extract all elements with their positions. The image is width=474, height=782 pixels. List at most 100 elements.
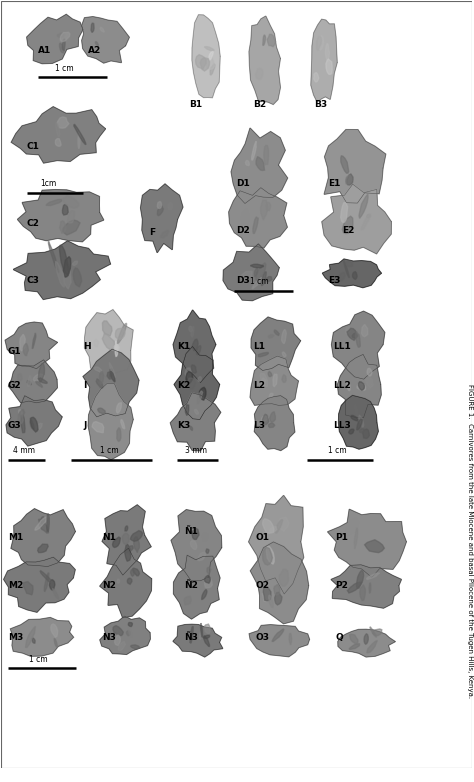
Text: 1 cm: 1 cm bbox=[29, 655, 48, 664]
Polygon shape bbox=[59, 245, 69, 276]
Polygon shape bbox=[124, 546, 133, 553]
Text: B1: B1 bbox=[189, 100, 202, 109]
Text: G1: G1 bbox=[8, 347, 21, 356]
Polygon shape bbox=[6, 396, 62, 446]
Polygon shape bbox=[73, 268, 82, 287]
Polygon shape bbox=[339, 272, 345, 281]
Polygon shape bbox=[250, 356, 298, 405]
Polygon shape bbox=[49, 579, 55, 590]
Polygon shape bbox=[356, 332, 360, 347]
Polygon shape bbox=[5, 322, 57, 368]
Polygon shape bbox=[349, 644, 360, 650]
Polygon shape bbox=[100, 548, 152, 618]
Polygon shape bbox=[173, 310, 216, 382]
Text: N3: N3 bbox=[102, 633, 116, 642]
Polygon shape bbox=[48, 241, 59, 272]
Polygon shape bbox=[185, 405, 189, 415]
Polygon shape bbox=[318, 36, 324, 50]
Polygon shape bbox=[332, 311, 385, 379]
Polygon shape bbox=[55, 261, 64, 287]
Polygon shape bbox=[100, 27, 104, 32]
Polygon shape bbox=[331, 565, 401, 608]
Polygon shape bbox=[202, 533, 208, 541]
Polygon shape bbox=[266, 277, 272, 282]
Text: L1: L1 bbox=[253, 343, 265, 351]
Polygon shape bbox=[268, 335, 274, 338]
Text: D2: D2 bbox=[237, 227, 250, 235]
Polygon shape bbox=[23, 343, 28, 356]
Polygon shape bbox=[352, 333, 358, 338]
Text: K3: K3 bbox=[177, 421, 191, 430]
Polygon shape bbox=[338, 630, 395, 657]
Text: Ñ2: Ñ2 bbox=[184, 581, 199, 590]
Polygon shape bbox=[83, 350, 139, 417]
Polygon shape bbox=[187, 378, 195, 389]
Polygon shape bbox=[351, 415, 358, 421]
Polygon shape bbox=[96, 378, 103, 388]
Polygon shape bbox=[346, 518, 359, 536]
Text: 3 mm: 3 mm bbox=[185, 446, 207, 455]
Polygon shape bbox=[36, 382, 43, 387]
Text: G3: G3 bbox=[8, 421, 21, 430]
Polygon shape bbox=[270, 411, 275, 422]
Polygon shape bbox=[111, 371, 115, 382]
Polygon shape bbox=[128, 622, 132, 626]
Polygon shape bbox=[47, 514, 49, 532]
Polygon shape bbox=[73, 261, 78, 265]
Polygon shape bbox=[184, 596, 191, 605]
Polygon shape bbox=[241, 210, 249, 228]
Polygon shape bbox=[360, 585, 365, 601]
Polygon shape bbox=[38, 364, 45, 382]
Polygon shape bbox=[322, 259, 382, 288]
Polygon shape bbox=[249, 625, 310, 657]
Polygon shape bbox=[344, 260, 349, 278]
Polygon shape bbox=[102, 321, 112, 336]
Polygon shape bbox=[130, 569, 135, 576]
Polygon shape bbox=[9, 360, 57, 403]
Polygon shape bbox=[170, 393, 221, 450]
Polygon shape bbox=[117, 579, 119, 583]
Polygon shape bbox=[127, 630, 130, 636]
Polygon shape bbox=[32, 638, 35, 644]
Polygon shape bbox=[261, 416, 268, 421]
Polygon shape bbox=[55, 138, 61, 146]
Polygon shape bbox=[62, 39, 65, 51]
Polygon shape bbox=[186, 371, 193, 383]
Polygon shape bbox=[203, 636, 210, 647]
Polygon shape bbox=[373, 629, 382, 636]
Polygon shape bbox=[11, 107, 106, 163]
Polygon shape bbox=[125, 526, 128, 531]
Polygon shape bbox=[231, 128, 288, 203]
Polygon shape bbox=[355, 405, 358, 417]
Polygon shape bbox=[11, 509, 75, 566]
Polygon shape bbox=[229, 188, 287, 248]
Polygon shape bbox=[18, 414, 23, 424]
Polygon shape bbox=[78, 132, 80, 149]
Polygon shape bbox=[192, 15, 220, 98]
Polygon shape bbox=[251, 317, 301, 371]
Polygon shape bbox=[21, 415, 25, 433]
Polygon shape bbox=[192, 339, 198, 351]
Polygon shape bbox=[347, 581, 362, 593]
Polygon shape bbox=[20, 334, 25, 351]
Polygon shape bbox=[18, 409, 22, 415]
Polygon shape bbox=[252, 278, 262, 289]
Polygon shape bbox=[282, 329, 286, 344]
Polygon shape bbox=[359, 415, 364, 427]
Polygon shape bbox=[18, 190, 104, 242]
Polygon shape bbox=[57, 33, 64, 38]
Polygon shape bbox=[357, 419, 362, 430]
Polygon shape bbox=[269, 526, 277, 533]
Text: O1: O1 bbox=[255, 533, 269, 543]
Polygon shape bbox=[365, 540, 384, 553]
Polygon shape bbox=[246, 160, 249, 166]
Polygon shape bbox=[359, 194, 368, 218]
Polygon shape bbox=[255, 263, 266, 280]
Polygon shape bbox=[191, 540, 197, 550]
Polygon shape bbox=[350, 634, 358, 644]
Polygon shape bbox=[38, 423, 42, 429]
Polygon shape bbox=[322, 184, 392, 254]
Polygon shape bbox=[367, 573, 380, 579]
Text: C1: C1 bbox=[27, 142, 39, 151]
Text: E2: E2 bbox=[343, 227, 355, 235]
